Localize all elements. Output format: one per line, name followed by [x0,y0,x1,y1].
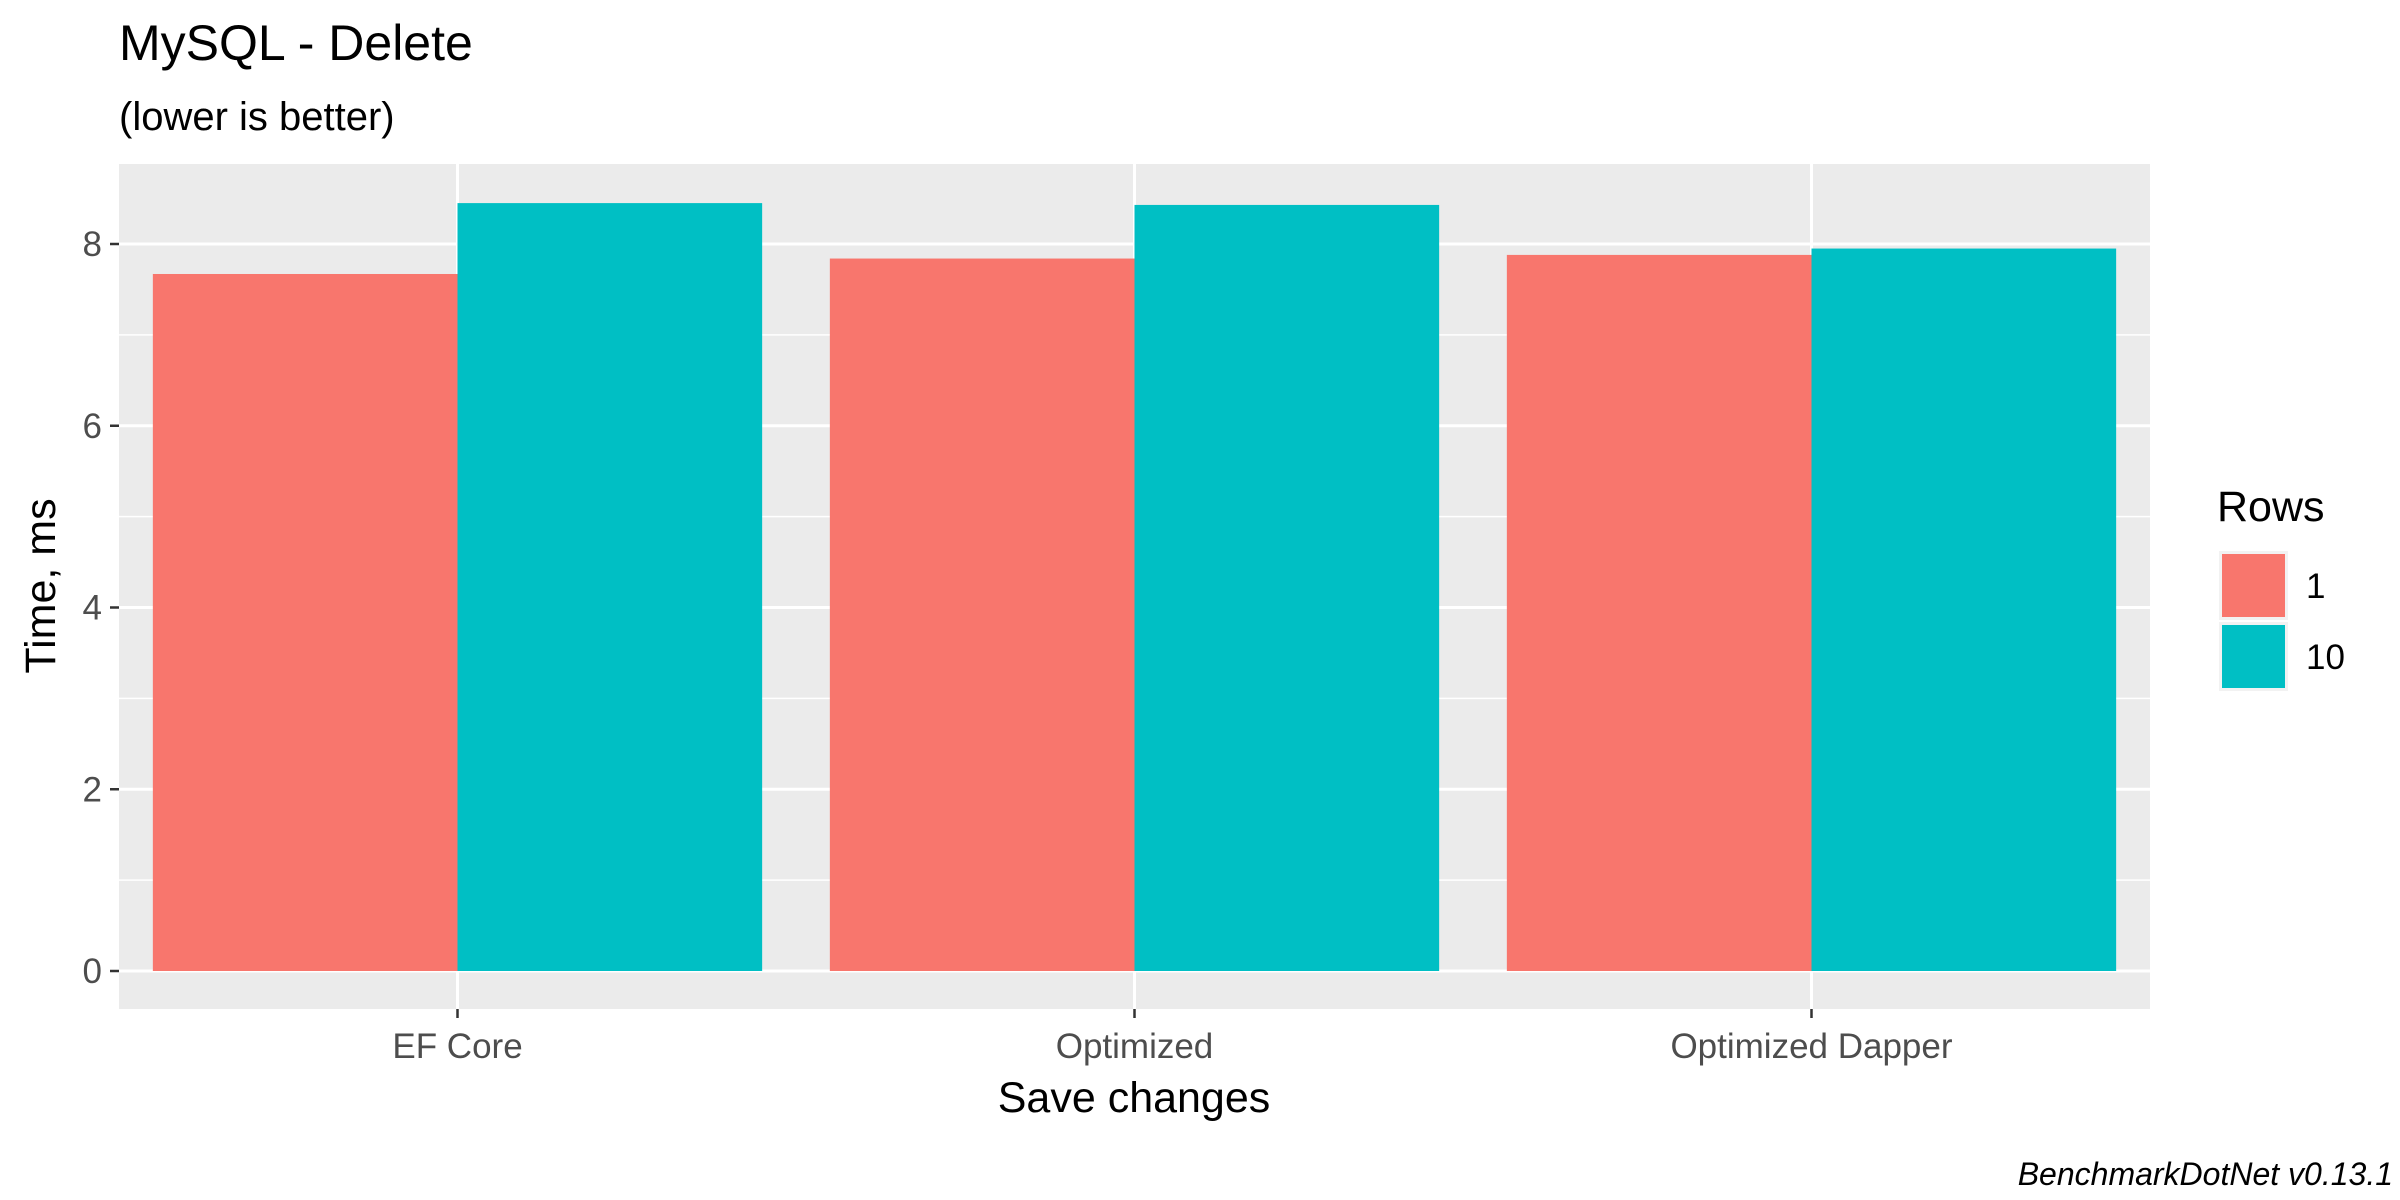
y-tick-label: 6 [83,407,102,446]
y-tick-label: 8 [83,225,102,264]
legend-title: Rows [2217,483,2325,531]
y-axis-title: Time, ms [17,498,65,673]
bar [1134,204,1440,971]
y-tick-label: 0 [83,952,102,991]
caption: BenchmarkDotNet v0.13.1 [2018,1156,2393,1192]
x-tick-label: Optimized [1056,1027,1214,1066]
bar [1506,254,1812,971]
legend-key-swatch [2222,625,2285,688]
chart-title: MySQL - Delete [119,15,473,71]
x-axis: EF Core Optimized Optimized Dapper [392,1009,1953,1066]
bar [457,203,763,971]
bar [152,273,458,971]
y-tick-label: 2 [83,770,102,809]
legend-label: 1 [2306,567,2325,606]
legend: Rows 1 10 [2217,483,2345,691]
y-tick-label: 4 [83,589,102,628]
chart-subtitle: (lower is better) [119,95,395,139]
bar [1811,248,2117,971]
y-axis: 0 2 4 6 8 [83,225,119,991]
legend-key-swatch [2222,554,2285,617]
x-axis-title: Save changes [998,1074,1271,1122]
x-tick-label: Optimized Dapper [1670,1027,1952,1066]
legend-label: 10 [2306,638,2345,677]
x-tick-label: EF Core [392,1027,522,1066]
bar [829,258,1135,971]
bars [152,203,2117,971]
